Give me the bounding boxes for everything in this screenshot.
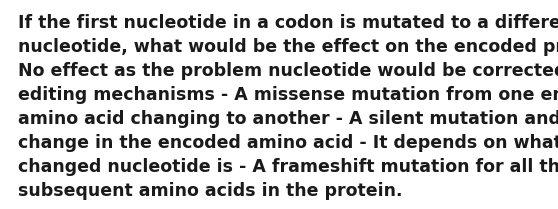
Text: amino acid changing to another - A silent mutation and no: amino acid changing to another - A silen… — [18, 110, 558, 128]
Text: subsequent amino acids in the protein.: subsequent amino acids in the protein. — [18, 182, 402, 200]
Text: If the first nucleotide in a codon is mutated to a different: If the first nucleotide in a codon is mu… — [18, 14, 558, 32]
Text: editing mechanisms - A missense mutation from one encoded: editing mechanisms - A missense mutation… — [18, 86, 558, 104]
Text: changed nucleotide is - A frameshift mutation for all the: changed nucleotide is - A frameshift mut… — [18, 158, 558, 176]
Text: nucleotide, what would be the effect on the encoded protein? -: nucleotide, what would be the effect on … — [18, 38, 558, 56]
Text: No effect as the problem nucleotide would be corrected by RNA: No effect as the problem nucleotide woul… — [18, 62, 558, 80]
Text: change in the encoded amino acid - It depends on what the: change in the encoded amino acid - It de… — [18, 134, 558, 152]
